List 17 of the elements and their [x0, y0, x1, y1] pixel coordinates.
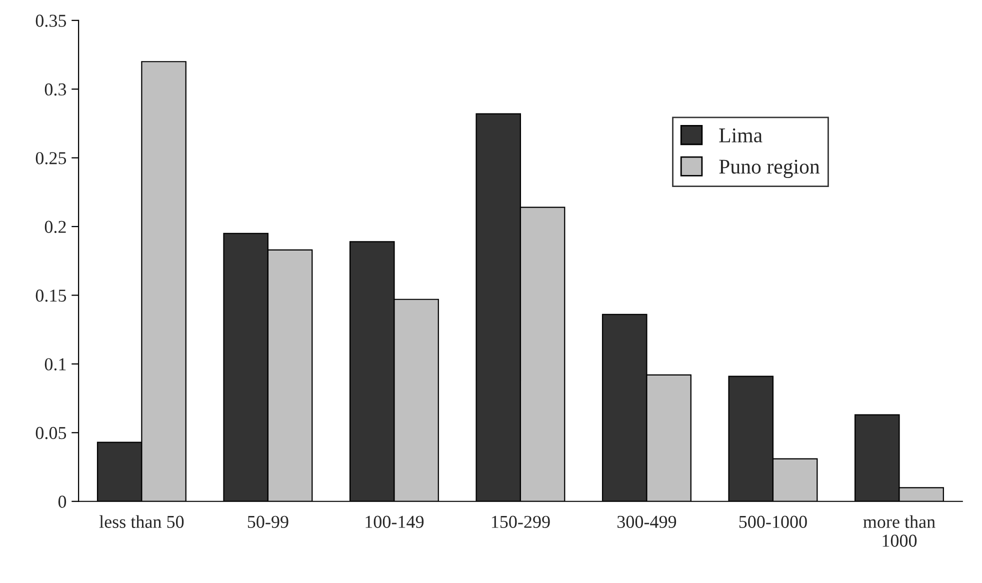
x-tick-label: 100-149: [366, 516, 424, 528]
x-tick-label: 50-99: [248, 516, 288, 528]
y-tick-label: 0.15: [36, 290, 66, 302]
x-tick-label: 300-499: [617, 516, 676, 528]
x-tick-label: 150-299: [492, 516, 550, 528]
y-tick-label: 0.05: [36, 426, 66, 440]
x-tick-label: more than 1000: [863, 515, 936, 547]
y-tick-label: 0.3: [44, 83, 66, 96]
x-tick-label: less than 50: [99, 515, 184, 528]
y-tick-label: 0.1: [44, 358, 66, 370]
x-tick-label: 500-1000: [739, 516, 807, 528]
y-tick-label: 0.35: [36, 14, 66, 27]
y-tick-label: 0.25: [36, 152, 66, 164]
legend-label: Puno region: [719, 160, 820, 178]
legend-label: Lima: [719, 128, 762, 142]
y-tick-label: 0: [58, 496, 66, 508]
y-tick-label: 0.2: [44, 220, 66, 234]
